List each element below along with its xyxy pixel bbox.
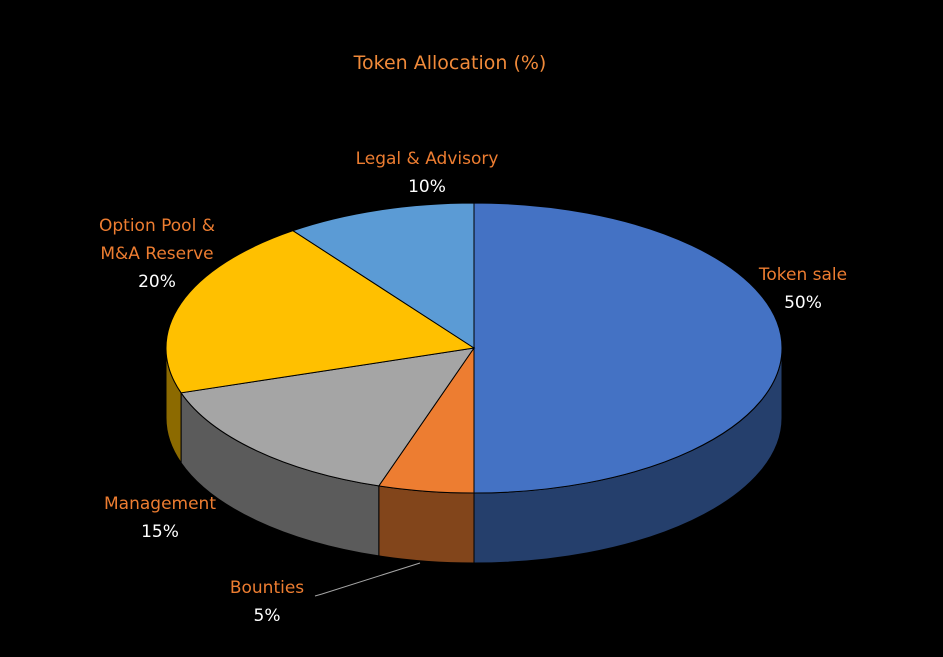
slice-label: Bounties bbox=[229, 578, 305, 598]
value-label: 50% bbox=[784, 293, 822, 313]
slice-label: Management bbox=[104, 494, 216, 514]
leader-line bbox=[314, 562, 421, 597]
slice-label: Token sale bbox=[758, 265, 848, 285]
slice bbox=[291, 202, 475, 349]
value-label: 10% bbox=[408, 177, 446, 197]
value-label: 15% bbox=[141, 522, 179, 542]
slice bbox=[180, 347, 476, 487]
slice bbox=[165, 230, 476, 394]
value-label: 5% bbox=[253, 606, 281, 626]
slice-side bbox=[378, 485, 475, 564]
slice-label: Option Pool & M&A Reserve bbox=[99, 216, 215, 264]
slice bbox=[473, 202, 783, 494]
value-label: 20% bbox=[138, 272, 176, 292]
chart-title: Token Allocation (%) bbox=[353, 52, 547, 74]
slice-label: Legal & Advisory bbox=[355, 149, 499, 169]
